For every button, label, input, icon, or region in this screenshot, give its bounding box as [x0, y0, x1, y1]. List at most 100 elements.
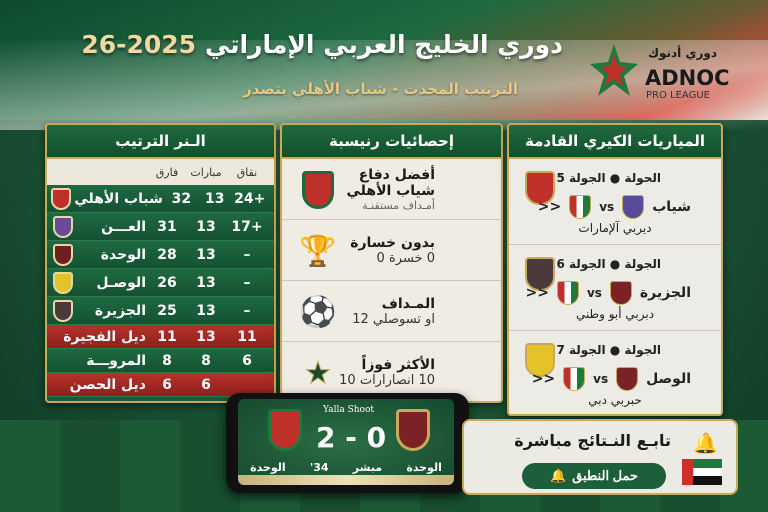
stats-title: إحصائيات رنيسبة [282, 125, 501, 159]
points: 31 [157, 218, 177, 235]
played: 8 [201, 352, 211, 369]
season: 2025-26 [81, 30, 197, 59]
points: 11 [157, 328, 177, 345]
home-team: شياب [652, 199, 691, 215]
team-name: الجزيرة [94, 302, 146, 319]
stat-best-defense: أفضل دفاع شياب الأهلي أمـداف مستقنـة [282, 159, 501, 220]
standings-row[interactable]: 6 8 8 المروـــة [47, 349, 274, 373]
team-crest-icon [47, 271, 79, 294]
bell-icon: 🔔 [549, 468, 567, 483]
points: 32 [171, 190, 192, 207]
trophy-icon: 🏆 [299, 233, 337, 269]
bell-icon: 🔔 [693, 431, 718, 455]
stat-label: أفضل دفاع [358, 166, 435, 183]
standings-row[interactable]: – 13 25 الجزيرة [47, 297, 274, 325]
played: 13 [204, 190, 225, 207]
derby-label: حبربي دبي [588, 393, 642, 407]
matches-title: المياريات الكيري القادمة [509, 125, 721, 159]
live-score: 2 - 0 [316, 421, 387, 454]
home-crest-icon [609, 281, 632, 305]
goal-diff: 6 [242, 352, 252, 369]
stat-label: الأكثر فوزاً [361, 357, 435, 373]
live-score-screen: Yalla Shoot 2 - 0 الوحدة مبشر 34' الوحدة [238, 399, 454, 485]
header-background [0, 0, 768, 130]
standings-row[interactable]: – 13 26 الوصـل [47, 269, 274, 297]
points: 8 [162, 352, 172, 369]
away-team: الوحدة [250, 461, 286, 474]
match-round: الجولة ● الجولة 6 [556, 257, 661, 271]
points: 26 [157, 274, 177, 291]
title-text: دوري الخليج العربي الإماراتي [204, 30, 563, 59]
played: 13 [196, 218, 216, 235]
team-name: الوحدة [100, 246, 146, 263]
stat-note: أمـداف مستقنـة [362, 198, 435, 212]
away-crest-icon [556, 281, 579, 305]
cta-title: تابـع النـتائج مباشرة [514, 431, 671, 450]
follow-live-panel: 🔔 تابـع النـتائج مباشرة حمل النطبق 🔔 [462, 419, 738, 495]
uae-flag-icon [682, 459, 722, 485]
team-name: الوصـل [96, 274, 146, 291]
played: 13 [196, 328, 216, 345]
col-diff: نقاق [236, 165, 258, 179]
standings-column-headers: نقاق مبارات فارق [47, 159, 274, 185]
team-name: ديل الحصن [69, 376, 146, 393]
played: 6 [201, 376, 211, 393]
home-crest [268, 409, 302, 451]
played: 13 [196, 302, 216, 319]
points: 25 [157, 302, 177, 319]
team-crest-icon [47, 215, 79, 238]
match-minute: 34' [309, 461, 329, 474]
goal-diff: – [243, 302, 251, 319]
stat-label: المـداف [381, 295, 435, 312]
button-label: حمل النطبق [572, 468, 639, 483]
phone-live-score[interactable]: Yalla Shoot 2 - 0 الوحدة مبشر 34' الوحدة [226, 393, 469, 493]
arrows-icon: << [537, 199, 562, 215]
league-star-icon [590, 44, 638, 96]
match-round: الجولة ● الجولة 7 [556, 343, 661, 357]
home-team: الجزيرة [639, 285, 691, 301]
match-card[interactable]: الحولة ● الجولة 5 شياب vs << ديربي آلإما… [509, 159, 721, 245]
key-stats-panel: إحصائيات رنيسبة أفضل دفاع شياب الأهلي أمـد… [280, 123, 503, 403]
standings-row[interactable]: +24 13 32 شباب الأهلي [47, 185, 274, 213]
match-round: الحولة ● الجولة 5 [556, 171, 661, 185]
goal-diff: +17 [231, 218, 263, 235]
goal-diff: – [243, 274, 251, 291]
logo-brand: ADNOC [645, 66, 730, 90]
star-icon: ★ [304, 355, 332, 391]
away-crest-icon [563, 367, 586, 391]
stat-top-scorer: ⚽ المـداف او تسوصلي 12 [282, 281, 501, 342]
vs-label: vs [586, 286, 602, 300]
standings-row[interactable]: – 13 28 الوحدة [47, 241, 274, 269]
upcoming-matches-panel: المياريات الكيري القادمة الحولة ● الجولة… [507, 123, 723, 416]
team-name: ديل الفجيرة [63, 328, 146, 345]
away-crest [396, 409, 430, 451]
col-points: فارق [155, 165, 179, 179]
vs-label: vs [593, 372, 609, 386]
standings-row[interactable]: 11 13 11 ديل الفجيرة [47, 325, 274, 349]
goal-diff: – [243, 246, 251, 263]
team-crest-icon [47, 243, 79, 266]
team-name: العـــن [101, 218, 146, 235]
logo-sub: PRO LEAGUE [646, 90, 710, 101]
download-app-button[interactable]: حمل النطبق 🔔 [522, 463, 666, 489]
screen-bar [238, 475, 454, 485]
stat-value: شياب الأهلي [346, 182, 436, 199]
stat-value: او تسوصلي 12 [352, 311, 435, 327]
match-card[interactable]: الجولة ● الجولة 6 الجزيرة vs << دبربي أب… [509, 245, 721, 331]
away-crest-icon [569, 195, 592, 219]
team-name: شباب الأهلي [74, 190, 163, 207]
football-icon: ⚽ [299, 294, 337, 330]
goal-diff: 11 [237, 328, 257, 345]
home-team: الوحدة [406, 461, 442, 474]
derby-label: ديربي آلإمارات [578, 221, 652, 235]
page-title: دوري الخليج العربي الإماراتي 2025-26 [81, 30, 563, 59]
club-crest-icon [525, 257, 555, 291]
home-crest-icon [622, 195, 645, 219]
points: 28 [157, 246, 177, 263]
team-crest-icon [47, 299, 79, 322]
arrows-icon: << [525, 285, 549, 301]
stat-value: 10 انصارارات 10 [339, 373, 435, 388]
standings-row[interactable]: +17 13 31 العـــن [47, 213, 274, 241]
match-card[interactable]: الجولة ● الجولة 7 الوصل vs << حبربي دبي [509, 331, 721, 414]
adnoc-pro-league-logo: دوري أدنوك ADNOC PRO LEAGUE [588, 40, 748, 108]
